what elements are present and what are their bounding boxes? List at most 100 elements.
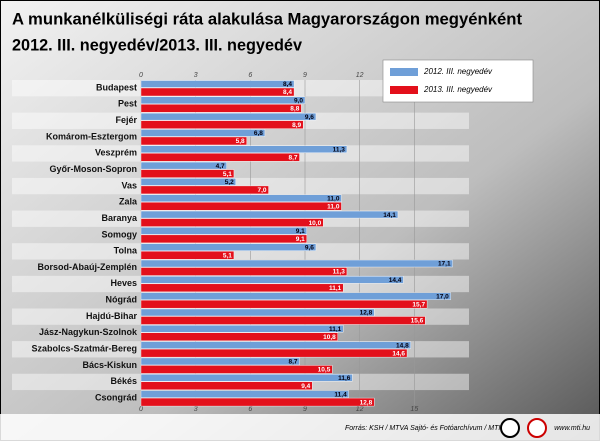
bar bbox=[140, 194, 342, 202]
value-label: 11,0 bbox=[327, 195, 340, 202]
value-label: 5,1 bbox=[223, 171, 232, 178]
bar bbox=[140, 283, 344, 293]
bar bbox=[140, 87, 295, 97]
value-label: 11,0 bbox=[327, 203, 340, 210]
bar bbox=[140, 202, 342, 211]
bar bbox=[140, 169, 235, 178]
value-label: 8,7 bbox=[288, 154, 297, 161]
value-label: 10,8 bbox=[323, 334, 336, 341]
category-label: Borsod-Abaúj-Zemplén bbox=[37, 262, 137, 272]
footer-band bbox=[0, 414, 600, 441]
bar bbox=[140, 267, 348, 276]
bar bbox=[140, 96, 306, 105]
logo bbox=[500, 418, 520, 438]
category-label: Nógrád bbox=[106, 295, 138, 305]
bar bbox=[140, 390, 349, 398]
value-label: 8,9 bbox=[292, 122, 301, 129]
value-label: 8,8 bbox=[290, 106, 299, 113]
value-label: 17,1 bbox=[438, 261, 451, 268]
bar bbox=[140, 332, 339, 341]
x-tick-label: 0 bbox=[139, 72, 143, 79]
category-label: Hajdú-Bihar bbox=[86, 311, 138, 321]
bar bbox=[140, 161, 227, 170]
bar bbox=[140, 145, 348, 153]
value-label: 9,0 bbox=[294, 98, 303, 105]
bar bbox=[140, 365, 333, 374]
bar bbox=[140, 308, 375, 317]
bar bbox=[140, 136, 247, 146]
bar bbox=[140, 185, 269, 195]
category-label: Komárom-Esztergom bbox=[46, 131, 137, 141]
bar bbox=[140, 250, 235, 260]
x-tick-label: 3 bbox=[194, 72, 198, 79]
x-tick-label: 15 bbox=[410, 406, 418, 413]
category-label: Budapest bbox=[96, 82, 137, 92]
bar bbox=[140, 234, 308, 244]
category-label: Veszprém bbox=[95, 148, 137, 158]
category-label: Békés bbox=[110, 376, 137, 386]
bar bbox=[140, 129, 266, 137]
value-label: 14,6 bbox=[392, 350, 405, 357]
value-label: 4,7 bbox=[216, 163, 225, 170]
bar bbox=[140, 153, 300, 162]
legend-swatch bbox=[390, 86, 418, 94]
bar bbox=[140, 299, 428, 309]
category-label: Vas bbox=[121, 180, 137, 190]
value-label: 8,4 bbox=[283, 81, 292, 88]
bar bbox=[140, 348, 408, 358]
bar bbox=[140, 374, 353, 382]
value-label: 11,3 bbox=[333, 269, 346, 276]
value-label: 14,8 bbox=[396, 342, 409, 349]
source: Forrás: KSH / MTVA Sajtó- és Fotóarchívu… bbox=[345, 425, 500, 432]
title: 2012. III. negyedév/2013. III. negyedév bbox=[12, 35, 303, 54]
bar bbox=[140, 397, 375, 407]
bar bbox=[140, 316, 426, 325]
legend-label: 2013. III. negyedév bbox=[423, 85, 493, 94]
website: www.mti.hu bbox=[554, 425, 590, 432]
logo bbox=[527, 418, 547, 438]
bar bbox=[140, 80, 295, 88]
value-label: 12,8 bbox=[360, 310, 373, 317]
value-label: 15,7 bbox=[412, 301, 425, 308]
value-label: 10,5 bbox=[318, 367, 331, 374]
x-tick-label: 0 bbox=[139, 406, 143, 413]
x-tick-label: 3 bbox=[194, 406, 198, 413]
bar bbox=[140, 112, 317, 121]
bar bbox=[140, 259, 453, 268]
value-label: 14,1 bbox=[383, 212, 396, 219]
x-tick-label: 9 bbox=[303, 406, 307, 413]
category-label: Jász-Nagykun-Szolnok bbox=[39, 327, 138, 337]
title: A munkanélküliségi ráta alakulása Magyar… bbox=[12, 9, 522, 28]
value-label: 7,0 bbox=[258, 187, 267, 194]
legend-box bbox=[382, 59, 534, 103]
legend-label: 2012. III. negyedév bbox=[423, 67, 493, 76]
category-label: Baranya bbox=[101, 213, 138, 223]
category-label: Tolna bbox=[114, 246, 138, 256]
legend-swatch bbox=[390, 68, 418, 76]
value-label: 15,6 bbox=[411, 318, 424, 325]
bar bbox=[140, 292, 451, 300]
category-label: Somogy bbox=[101, 229, 137, 239]
value-label: 17,0 bbox=[436, 293, 449, 300]
value-label: 8,4 bbox=[283, 89, 292, 96]
value-label: 9,6 bbox=[305, 114, 314, 121]
bar bbox=[140, 357, 300, 366]
x-tick-label: 6 bbox=[248, 406, 252, 413]
category-label: Győr-Moson-Sopron bbox=[50, 164, 138, 174]
category-label: Csongrád bbox=[95, 392, 137, 402]
value-label: 9,6 bbox=[305, 244, 314, 251]
value-label: 5,2 bbox=[225, 179, 234, 186]
value-label: 14,4 bbox=[389, 277, 402, 284]
x-tick-label: 12 bbox=[356, 72, 364, 79]
bar bbox=[140, 178, 236, 186]
x-tick-label: 6 bbox=[248, 72, 252, 79]
value-label: 11,3 bbox=[333, 146, 346, 153]
value-label: 10,0 bbox=[309, 220, 322, 227]
bar bbox=[140, 325, 344, 333]
row-stripe bbox=[12, 243, 469, 260]
value-label: 8,7 bbox=[288, 359, 297, 366]
bar bbox=[140, 341, 411, 349]
bar bbox=[140, 218, 324, 227]
bar bbox=[140, 243, 317, 251]
